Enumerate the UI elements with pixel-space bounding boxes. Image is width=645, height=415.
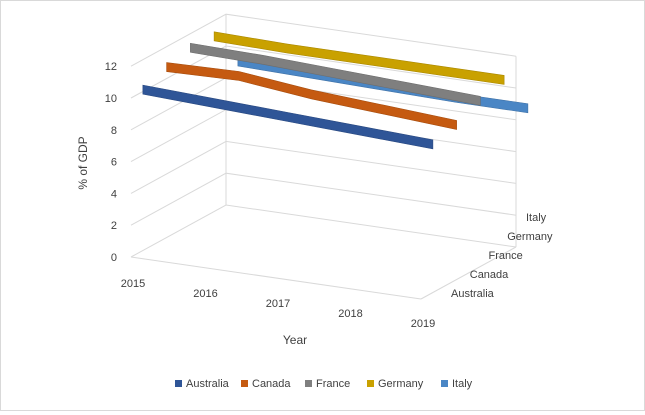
legend-label: Germany	[378, 378, 424, 390]
gridline	[130, 109, 517, 163]
legend-swatch	[367, 380, 374, 387]
depth-tick-label: Australia	[451, 288, 495, 300]
legend: Australia Canada France Germany Italy	[175, 378, 473, 390]
y-tick-label: 10	[105, 93, 117, 105]
series-ribbon-france	[190, 42, 481, 106]
series-ribbon-germany	[213, 31, 505, 85]
legend-label: Canada	[252, 378, 291, 390]
x-tick-label: 2019	[411, 318, 435, 330]
legend-label: France	[316, 378, 350, 390]
axis-line	[420, 246, 517, 300]
y-tick-label: 8	[111, 125, 117, 137]
legend-swatch	[241, 380, 248, 387]
depth-tick-label: Canada	[470, 269, 509, 281]
axis-line	[130, 256, 422, 300]
depth-tick-label: Germany	[507, 231, 553, 243]
y-tick-label: 6	[111, 157, 117, 169]
legend-label: Australia	[186, 378, 230, 390]
y-tick-label: 0	[111, 252, 117, 264]
series-group	[142, 31, 529, 150]
depth-tick-label: France	[489, 250, 523, 262]
x-tick-label: 2016	[193, 288, 217, 300]
gridline	[130, 204, 517, 258]
series-ribbon-australia	[142, 84, 434, 150]
legend-swatch	[441, 380, 448, 387]
axis-labels: 0 2 4 6 8 10 12 2015 2016 2017 2018 2019 Australia Ca…	[105, 61, 553, 330]
depth-tick-label: Italy	[526, 212, 547, 224]
x-axis-title: Year	[283, 333, 307, 347]
x-tick-label: 2017	[266, 298, 290, 310]
gridline	[130, 172, 517, 226]
y-tick-label: 4	[111, 188, 117, 200]
legend-swatch	[305, 380, 312, 387]
gridline	[130, 140, 517, 194]
x-tick-label: 2015	[121, 278, 145, 290]
y-tick-label: 2	[111, 220, 117, 232]
series-ribbon-canada	[166, 62, 457, 130]
legend-swatch	[175, 380, 182, 387]
y-tick-label: 12	[105, 61, 117, 73]
legend-label: Italy	[452, 378, 473, 390]
y-axis-title: % of GDP	[76, 136, 90, 189]
x-tick-label: 2018	[338, 308, 362, 320]
